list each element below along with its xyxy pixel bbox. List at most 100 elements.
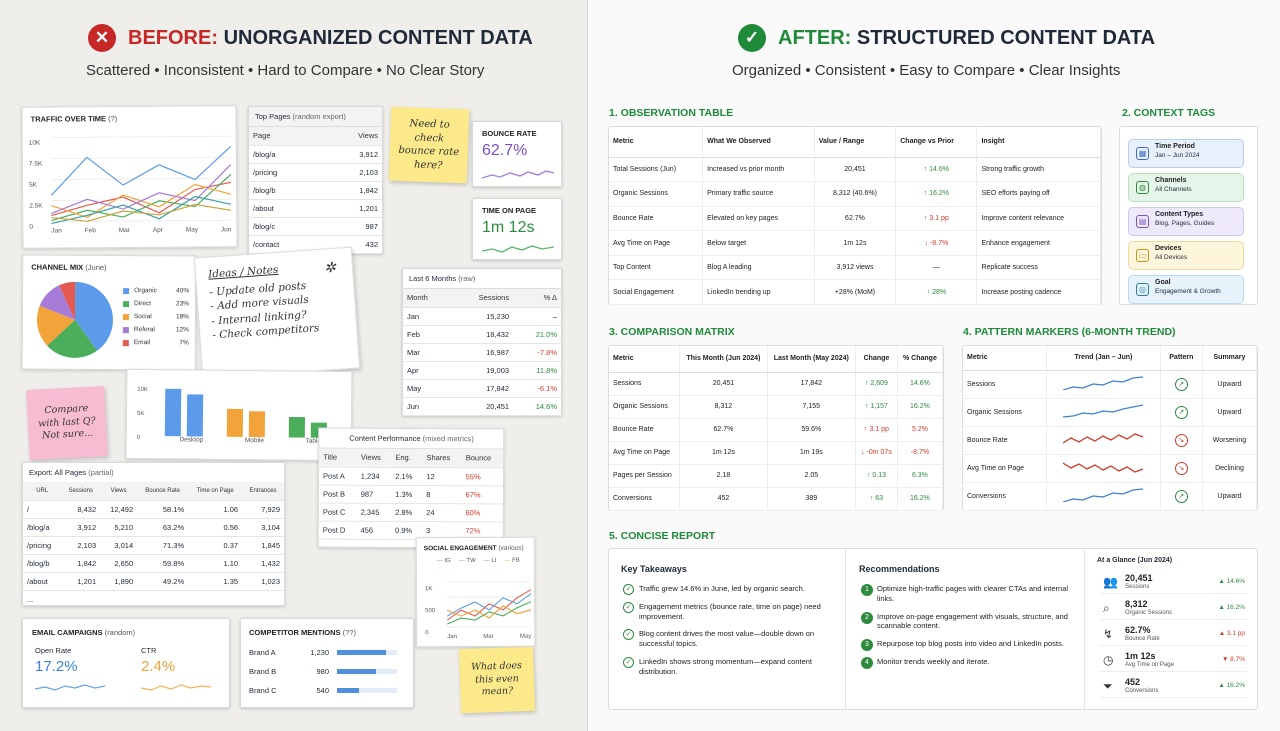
social-y-axis: 1K 500 0 — [425, 578, 435, 644]
close-icon: ✕ — [88, 24, 116, 52]
column-header: Summary — [1202, 346, 1258, 371]
device-x-axis: Desktop Mobile Tablet — [159, 436, 344, 445]
comparison-title: 3. COMPARISON MATRIX — [609, 326, 735, 338]
column-header: Value / Range — [814, 127, 897, 158]
table-cell: Blog A leading — [702, 255, 815, 281]
recommendation-item: 1 Optimize high-traffic pages with cleare… — [859, 584, 1072, 604]
table-cell: Upward — [1202, 482, 1258, 511]
column-header: Shares — [422, 449, 462, 468]
pie-slice — [47, 319, 98, 358]
step-number: 2 — [861, 611, 873, 624]
table-cell: 1,845 — [242, 536, 284, 555]
pie-slice — [58, 281, 76, 320]
table-cell: 20,451 — [814, 157, 897, 183]
trend-line — [1063, 404, 1144, 418]
table-cell: 18,432 — [450, 325, 514, 344]
traffic-gridline — [51, 219, 232, 223]
table-cell: Organic Sessions — [609, 181, 704, 207]
table-row: Bounce Rate Elevated on key pages 62.7% ↑ 3… — [609, 206, 1101, 232]
export-table: URL Sessions Views Bounce Rate Time on Page E… — [23, 482, 284, 609]
table-row: /about 1,201 — [249, 199, 382, 218]
table-cell: Bounce Rate — [963, 426, 1048, 455]
table-cell: 987 — [322, 217, 382, 236]
competitor-rows: Brand A 1,230 Brand B 980 Brand C 540 — [249, 643, 407, 700]
table-cell: ↑ 3.1 pp — [855, 418, 898, 442]
table-cell: Declining — [1202, 454, 1258, 483]
time-on-page-title: TIME ON PAGE — [482, 206, 537, 215]
legend-label: Organic — [134, 287, 157, 295]
table-row: /pricing 2,103 3,014 71.3% 0.37 1,845 — [23, 536, 284, 555]
table-row: Apr 19,003 11.8% — [403, 361, 561, 380]
table-cell: Replicate success — [976, 255, 1101, 281]
traffic-x-tick: May — [185, 226, 199, 234]
table-cell: Increase posting cadence — [976, 279, 1101, 306]
table-cell: 987 — [356, 484, 392, 503]
table-cell: SEO efforts paying off — [976, 181, 1101, 207]
column-header: Sessions — [61, 482, 101, 501]
competitor-row: Brand C 540 — [249, 681, 407, 700]
traffic-y-tick: 2.5K — [29, 202, 43, 210]
traffic-gridline — [51, 198, 232, 202]
table-cell: /about — [249, 199, 323, 218]
table-cell: 15,230 — [450, 307, 514, 326]
legend-label: Email — [133, 339, 151, 347]
table-header-row: Metric This Month (Jun 2024) Last Month (M… — [609, 346, 944, 373]
traffic-x-tick: Jun — [220, 226, 232, 234]
legend-item: Social 18% — [122, 310, 189, 323]
table-cell: 6.3% — [897, 464, 944, 488]
column-header: Last Month (May 2024) — [767, 346, 857, 373]
pattern-cell: ↗ — [1160, 482, 1203, 511]
legend-label: Social — [133, 313, 152, 321]
table-cell: 1,201 — [322, 199, 382, 218]
channel-mix-title: CHANNEL MIX (June) — [31, 262, 107, 272]
brand-bar — [337, 650, 387, 655]
export-card: Export: All Pages (partial) URL Sessions V… — [22, 462, 285, 609]
table-cell: Apr — [403, 361, 451, 380]
table-row: Jun 20,451 14.6% — [403, 397, 561, 416]
legend-item: Direct 23% — [123, 297, 189, 310]
social-series-line — [446, 593, 532, 617]
context-tags-title: 2. CONTEXT TAGS — [1122, 107, 1216, 119]
column-header: URL — [23, 482, 62, 501]
table-cell: 5,210 — [100, 518, 138, 537]
table-header-row: Metric Trend (Jan – Jun) Pattern Summary — [963, 346, 1258, 371]
table-cell: 1m 12s — [679, 441, 768, 465]
table-cell — [188, 590, 243, 609]
recommendation-text: Repurpose top blog posts into video and … — [877, 639, 1064, 648]
channel-pie-chart — [36, 281, 113, 358]
table-cell: 2.1% — [391, 466, 423, 486]
table-row: /blog/b 1,842 — [249, 181, 382, 200]
kpi-label: Conversions — [1125, 688, 1159, 694]
traffic-title: TRAFFIC OVER TIME (?) — [30, 114, 118, 124]
traffic-gridline — [51, 177, 232, 181]
table-row: Sessions 20,451 17,842 ↑ 2,609 14.6% — [609, 372, 944, 396]
table-cell: Post C — [318, 502, 357, 521]
recommendations-list: 1 Optimize high-traffic pages with cleare… — [859, 584, 1072, 669]
table-cell: Post A — [319, 466, 357, 485]
time-on-page-card: TIME ON PAGE 1m 12s — [472, 198, 562, 260]
tag-title: Time Period — [1155, 143, 1195, 150]
device-y-axis: 10K 5K 0 — [137, 378, 148, 450]
table-row: Jan 15,230– — [403, 307, 561, 326]
table-cell: /blog/b — [23, 554, 62, 573]
pattern-cell: ↗ — [1160, 398, 1203, 427]
content-performance-card: Content Performance (mixed metrics) Titl… — [317, 427, 505, 549]
check-icon: ✓ — [738, 24, 766, 52]
legend-label: Direct — [134, 300, 152, 308]
step-number: 1 — [861, 584, 873, 596]
table-cell: -6.1% — [513, 379, 561, 398]
device-bar-chart — [164, 388, 327, 438]
table-cell: 8,312 (40.6%) — [814, 181, 897, 207]
tag-value: Engagement & Growth — [1155, 287, 1221, 295]
table-row: Feb 18,432 21.0% — [403, 325, 561, 344]
context-tag: ◍ Channels All Channels — [1128, 173, 1244, 202]
kpi-change: ▲ 3.1 pp — [1218, 630, 1245, 637]
traffic-line-chart — [50, 135, 232, 225]
traffic-series-line — [51, 173, 232, 222]
check-icon: ✓ — [623, 601, 634, 613]
table-row: /blog/a 3,912 5,210 63.2% 0.56 3,104 — [23, 518, 284, 537]
table-cell — [100, 590, 138, 609]
ctr-value: 2.4% — [141, 658, 176, 675]
table-cell: Conversions — [609, 487, 681, 511]
table-cell: /blog/c — [249, 217, 323, 236]
